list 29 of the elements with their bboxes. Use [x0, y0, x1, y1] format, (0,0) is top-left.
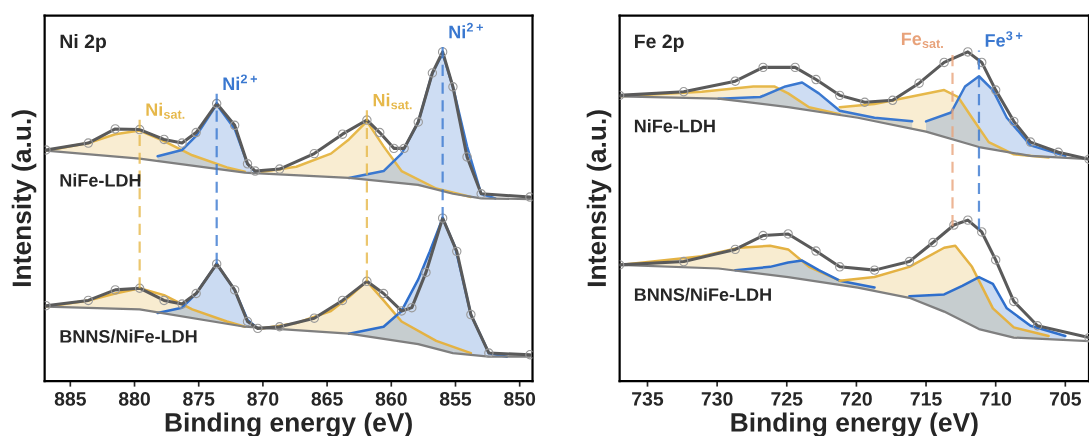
x-tick-label: 705: [1049, 391, 1081, 406]
annotation: BNNS/NiFe-LDH: [60, 329, 197, 343]
ref-line-label: Ni$_{sat.}$: [373, 93, 412, 110]
x-tick-label: 720: [841, 391, 872, 406]
annotation: NiFe-LDH: [60, 173, 141, 187]
x-tick-label: 715: [910, 392, 942, 406]
chart-title: Fe 2p: [635, 34, 684, 53]
ref-line-label: Fe$_{sat.}$: [901, 32, 943, 49]
x-tick-label: 730: [701, 391, 733, 406]
ref-line-label: Ni$^{2+}$: [449, 22, 483, 39]
x-tick-label: 865: [311, 391, 343, 406]
x-tick-label: 880: [118, 391, 150, 406]
x-tick-label: 710: [980, 391, 1012, 406]
x-tick-label: 860: [375, 391, 407, 406]
x-tick-label: 870: [247, 391, 279, 406]
y-axis-title: Intensity (a.u.): [586, 110, 612, 287]
annotation: BNNS/NiFe-LDH: [634, 287, 771, 302]
x-tick-label: 855: [439, 391, 472, 406]
annotation: NiFe-LDH: [634, 119, 715, 133]
ref-line-label: Fe$^{3+}$: [985, 31, 1023, 47]
ref-line-label: Ni$_{sat.}$: [146, 102, 185, 119]
x-tick-label: 850: [504, 391, 536, 406]
y-axis-title: Intensity (a.u.): [11, 110, 37, 287]
chart-title: Ni 2p: [60, 33, 107, 53]
x-tick-label: 725: [771, 391, 803, 406]
ref-line-label: Ni$^{2+}$: [223, 74, 257, 90]
x-tick-label: 885: [54, 391, 87, 406]
x-tick-label: 735: [632, 391, 664, 406]
x-tick-label: 875: [183, 391, 215, 406]
